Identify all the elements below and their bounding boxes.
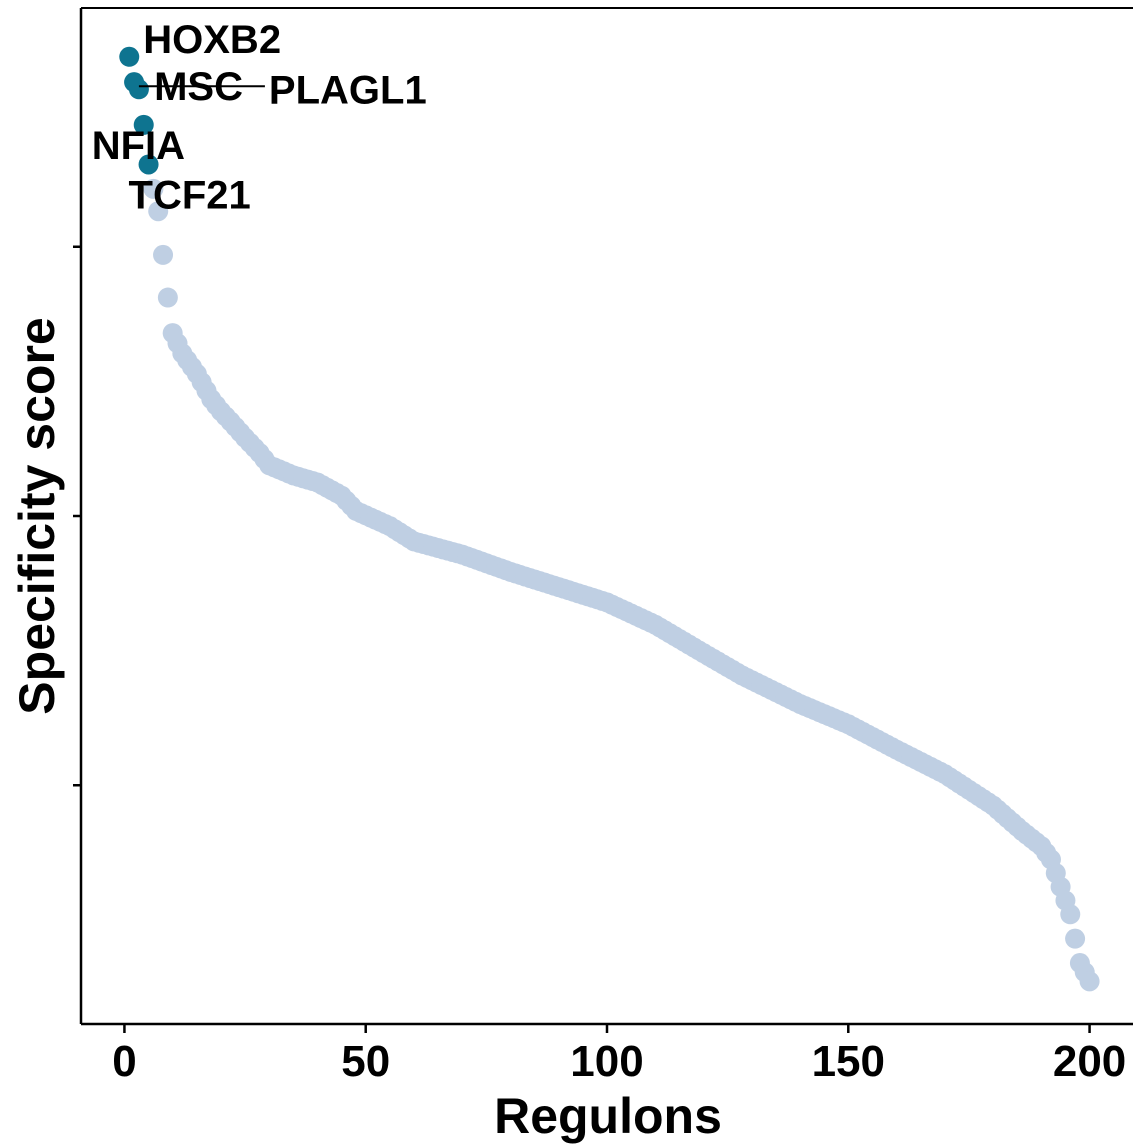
highlighted-regulon-point <box>138 154 159 175</box>
x-tick-label: 0 <box>112 1037 136 1086</box>
y-axis-title: Specificity score <box>9 317 65 714</box>
y-ticks <box>73 245 81 787</box>
x-ticks: 0 50 100 150 200 <box>112 1024 1126 1086</box>
x-tick-label: 100 <box>570 1037 643 1086</box>
regulon-point <box>157 287 178 308</box>
regulon-point <box>1079 971 1100 992</box>
highlighted-regulon-point <box>133 114 154 135</box>
regulon-label: NFIA <box>92 124 185 168</box>
regulon-point <box>1060 904 1081 925</box>
regulon-label: TCF21 <box>129 173 251 217</box>
x-tick-label: 50 <box>341 1037 390 1086</box>
regulon-point <box>143 178 164 199</box>
highlight-points-layer <box>119 46 159 175</box>
regulon-point <box>148 201 169 222</box>
x-tick-label: 150 <box>812 1037 885 1086</box>
regulon-label: HOXB2 <box>143 18 281 62</box>
background-points-layer <box>143 178 1100 992</box>
x-tick-label: 200 <box>1053 1037 1126 1086</box>
highlighted-regulon-point <box>119 46 140 67</box>
regulon-label: PLAGL1 <box>269 68 427 112</box>
x-axis-title: Regulons <box>494 1088 722 1144</box>
regulon-point <box>1065 928 1086 949</box>
regulon-point <box>153 244 174 265</box>
highlighted-regulon-point <box>128 79 149 100</box>
